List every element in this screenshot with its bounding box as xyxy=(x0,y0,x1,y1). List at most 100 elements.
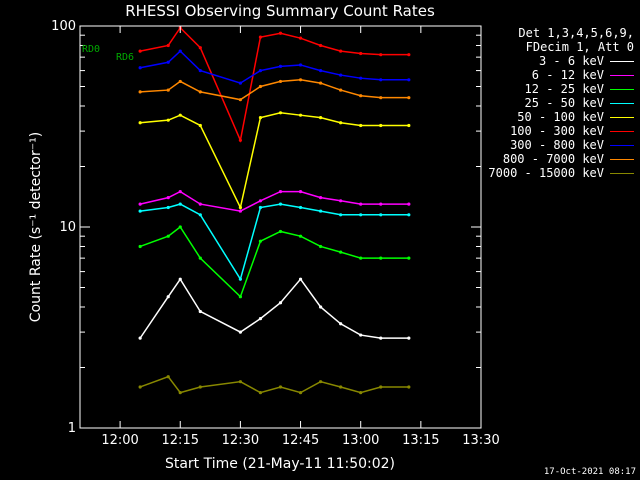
series-point xyxy=(379,53,383,57)
legend: Det 1,3,4,5,6,9, FDecim 1, Att 0 3 - 6 k… xyxy=(488,26,634,180)
series-line xyxy=(140,50,409,84)
series-point xyxy=(407,78,411,82)
legend-entry: 3 - 6 keV xyxy=(488,54,634,68)
series-point xyxy=(379,336,383,340)
series-point xyxy=(238,277,242,281)
legend-entry: 100 - 300 keV xyxy=(488,124,634,138)
series-point xyxy=(359,333,363,337)
series-point xyxy=(379,123,383,128)
x-tick-label: 12:00 xyxy=(101,433,138,448)
series-point xyxy=(278,229,283,234)
series-point xyxy=(178,225,182,229)
generated-timestamp: 17-Oct-2021 08:17 xyxy=(543,467,636,477)
legend-label: 7000 - 15000 keV xyxy=(488,166,604,180)
series-point xyxy=(379,385,383,389)
series-line xyxy=(140,112,409,210)
series-point xyxy=(278,190,283,194)
series-point xyxy=(298,391,303,395)
y-tick-label: 10 xyxy=(59,220,76,235)
series-point xyxy=(178,277,182,281)
series-point xyxy=(138,49,142,53)
legend-label: 300 - 800 keV xyxy=(510,138,604,152)
series-point xyxy=(198,385,202,389)
series-point xyxy=(359,76,363,80)
series-point xyxy=(407,385,411,389)
series-point xyxy=(166,205,170,210)
y-tick-label: 100 xyxy=(51,19,76,34)
series-point xyxy=(138,209,142,213)
series-point xyxy=(359,94,363,98)
legend-entry: 12 - 25 keV xyxy=(488,82,634,96)
series-point xyxy=(198,68,202,73)
series-point xyxy=(319,81,323,85)
legend-label: 12 - 25 keV xyxy=(524,82,604,96)
series-point xyxy=(166,88,170,92)
series-point xyxy=(359,391,363,395)
x-tick-label: 13:15 xyxy=(402,433,439,448)
legend-label: 50 - 100 keV xyxy=(517,110,604,124)
series-point xyxy=(258,35,263,39)
series-line xyxy=(140,203,409,282)
x-tick-label: 12:45 xyxy=(282,433,319,448)
legend-label: 100 - 300 keV xyxy=(510,124,604,138)
chart-title: RHESSI Observing Summary Count Rates xyxy=(125,2,435,20)
series-point xyxy=(407,123,411,128)
series-point xyxy=(298,277,303,281)
series-point xyxy=(278,111,283,115)
annotation-rd0: RD0 xyxy=(82,44,100,55)
series-point xyxy=(407,336,411,340)
series-point xyxy=(138,121,142,125)
series-point xyxy=(166,295,170,299)
series-point xyxy=(319,209,323,213)
series-point xyxy=(298,205,303,210)
series-point xyxy=(339,199,343,203)
series-point xyxy=(407,256,411,260)
x-tick-label: 13:00 xyxy=(342,433,379,448)
annotation-rd6: RD6 xyxy=(116,52,134,63)
legend-swatch xyxy=(610,172,634,174)
legend-label: 3 - 6 keV xyxy=(538,54,604,68)
series-point xyxy=(339,121,343,125)
series-point xyxy=(298,78,303,82)
plot-frame xyxy=(79,25,482,429)
series-point xyxy=(258,116,263,120)
series-point xyxy=(258,68,263,73)
legend-entry: 7000 - 15000 keV xyxy=(488,166,634,180)
legend-swatch xyxy=(610,102,634,104)
legend-entry: 300 - 800 keV xyxy=(488,138,634,152)
series-line xyxy=(139,225,409,299)
series-point xyxy=(198,90,202,94)
series-point xyxy=(238,380,242,384)
series-point xyxy=(359,51,363,56)
series-point xyxy=(339,88,343,92)
series-point xyxy=(339,73,343,77)
series-point xyxy=(359,123,363,128)
series-point xyxy=(319,43,323,48)
legend-swatch xyxy=(610,158,634,160)
series-point xyxy=(258,205,263,210)
series-point xyxy=(319,68,323,73)
legend-swatch xyxy=(610,116,634,118)
series-point xyxy=(319,305,323,309)
series-point xyxy=(407,96,411,100)
series-point xyxy=(198,202,202,206)
series-point xyxy=(278,31,283,35)
series-point xyxy=(319,116,323,120)
legend-entry: 800 - 7000 keV xyxy=(488,152,634,166)
legend-swatch xyxy=(610,144,634,146)
series-point xyxy=(319,196,323,200)
x-tick-label: 12:30 xyxy=(222,433,259,448)
series-point xyxy=(379,202,383,206)
series-point xyxy=(258,84,263,89)
series-point xyxy=(178,190,182,194)
series-line xyxy=(139,190,409,212)
series-point xyxy=(298,113,303,117)
legend-swatch xyxy=(610,130,634,132)
legend-swatch xyxy=(610,74,634,76)
series-point xyxy=(238,98,242,102)
series-point xyxy=(407,213,411,217)
series-point xyxy=(198,123,202,128)
series-point xyxy=(278,64,283,68)
series-point xyxy=(238,209,242,213)
legend-swatch xyxy=(610,60,634,62)
